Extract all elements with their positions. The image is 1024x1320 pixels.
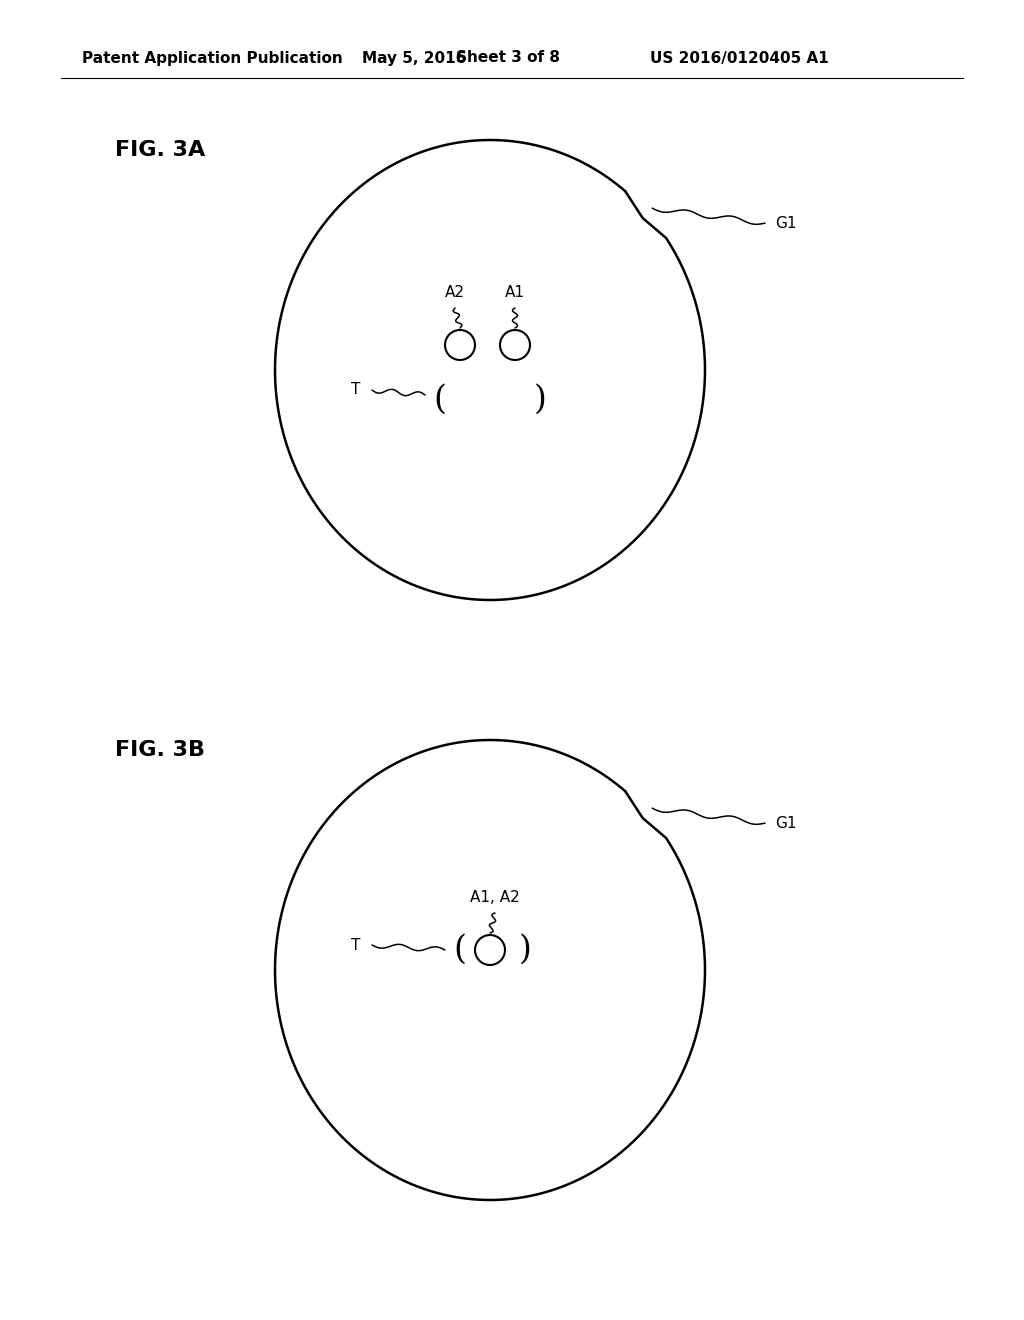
Text: ): ): [518, 935, 531, 966]
Text: Patent Application Publication: Patent Application Publication: [82, 50, 343, 66]
Text: (: (: [454, 935, 467, 966]
Text: Sheet 3 of 8: Sheet 3 of 8: [456, 50, 560, 66]
Text: (: (: [433, 384, 446, 416]
Text: May 5, 2016: May 5, 2016: [362, 50, 466, 66]
Text: A1: A1: [505, 285, 525, 300]
Text: T: T: [350, 383, 360, 397]
Text: US 2016/0120405 A1: US 2016/0120405 A1: [650, 50, 828, 66]
Text: G1: G1: [775, 816, 797, 830]
Text: T: T: [350, 937, 360, 953]
Text: A2: A2: [445, 285, 465, 300]
Text: G1: G1: [775, 215, 797, 231]
Text: ): ): [534, 384, 547, 416]
Text: FIG. 3B: FIG. 3B: [115, 741, 205, 760]
Text: A1, A2: A1, A2: [470, 890, 520, 906]
Text: FIG. 3A: FIG. 3A: [115, 140, 205, 160]
